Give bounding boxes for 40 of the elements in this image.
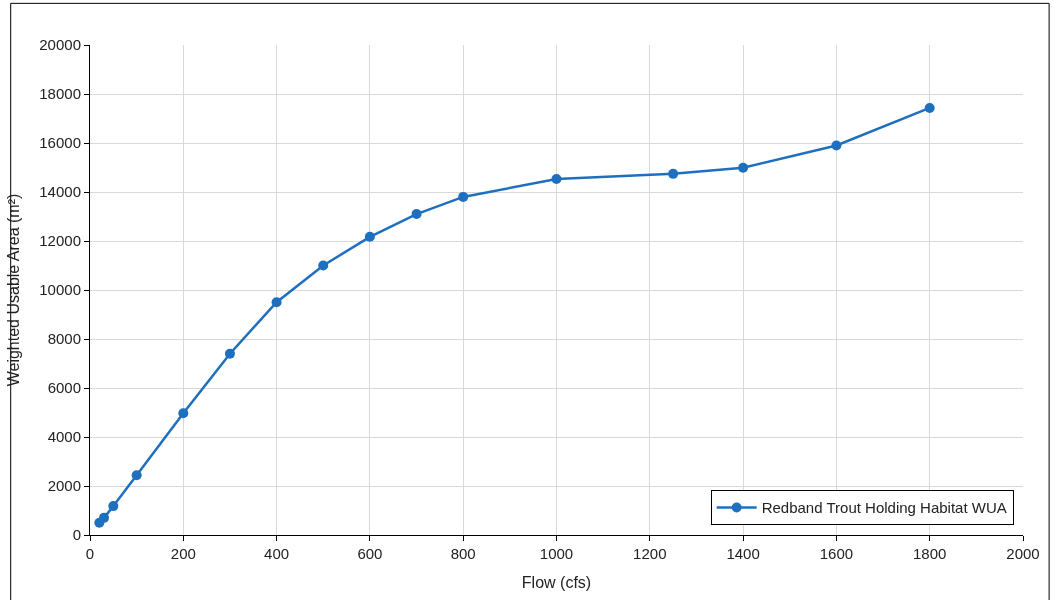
point (738, 162, 749, 173)
x-tick-label: 400 (264, 545, 290, 562)
point (668, 168, 679, 179)
x-axis-title: Flow (cfs) (521, 573, 592, 591)
x-tick-label: 1600 (819, 545, 854, 562)
y-tick-label: 10000 (39, 281, 81, 299)
point (831, 140, 842, 151)
point (364, 231, 375, 242)
x-tick-label: 1400 (726, 545, 760, 562)
y-tick-label: 20000 (39, 36, 81, 54)
point (99, 512, 109, 523)
point (551, 174, 562, 185)
point (108, 501, 119, 512)
y-tick-label: 14000 (39, 183, 81, 201)
point (224, 348, 235, 359)
y-axis-title: Weighted Usable Area (m²) (5, 193, 23, 387)
y-tick-label: 8000 (47, 330, 81, 348)
y-tick-label: 6000 (47, 379, 81, 397)
point (458, 191, 469, 202)
point (924, 102, 935, 113)
x-tick-label: 1800 (913, 545, 947, 562)
point (411, 209, 422, 220)
y-tick-label: 2000 (47, 477, 81, 495)
y-tick-label: 0 (72, 526, 81, 544)
x-tick-label: 2000 (1006, 545, 1040, 562)
x-tick-label: 0 (85, 545, 95, 562)
y-tick-label: 18000 (39, 85, 81, 103)
y-tick-label: 4000 (47, 428, 81, 446)
point (131, 470, 142, 481)
x-tick-label: 1200 (633, 545, 667, 562)
legend-label: Redband Trout Holding Habitat WUA (761, 499, 1007, 517)
point (318, 260, 329, 271)
point (178, 408, 189, 419)
y-tick-label: 16000 (39, 134, 81, 152)
x-tick-label: 800 (450, 545, 476, 562)
x-tick-label: 1000 (539, 545, 574, 562)
x-tick-label: 200 (170, 545, 196, 562)
y-tick-label: 12000 (39, 232, 81, 250)
x-tick-label: 600 (357, 545, 383, 562)
point (271, 297, 282, 308)
